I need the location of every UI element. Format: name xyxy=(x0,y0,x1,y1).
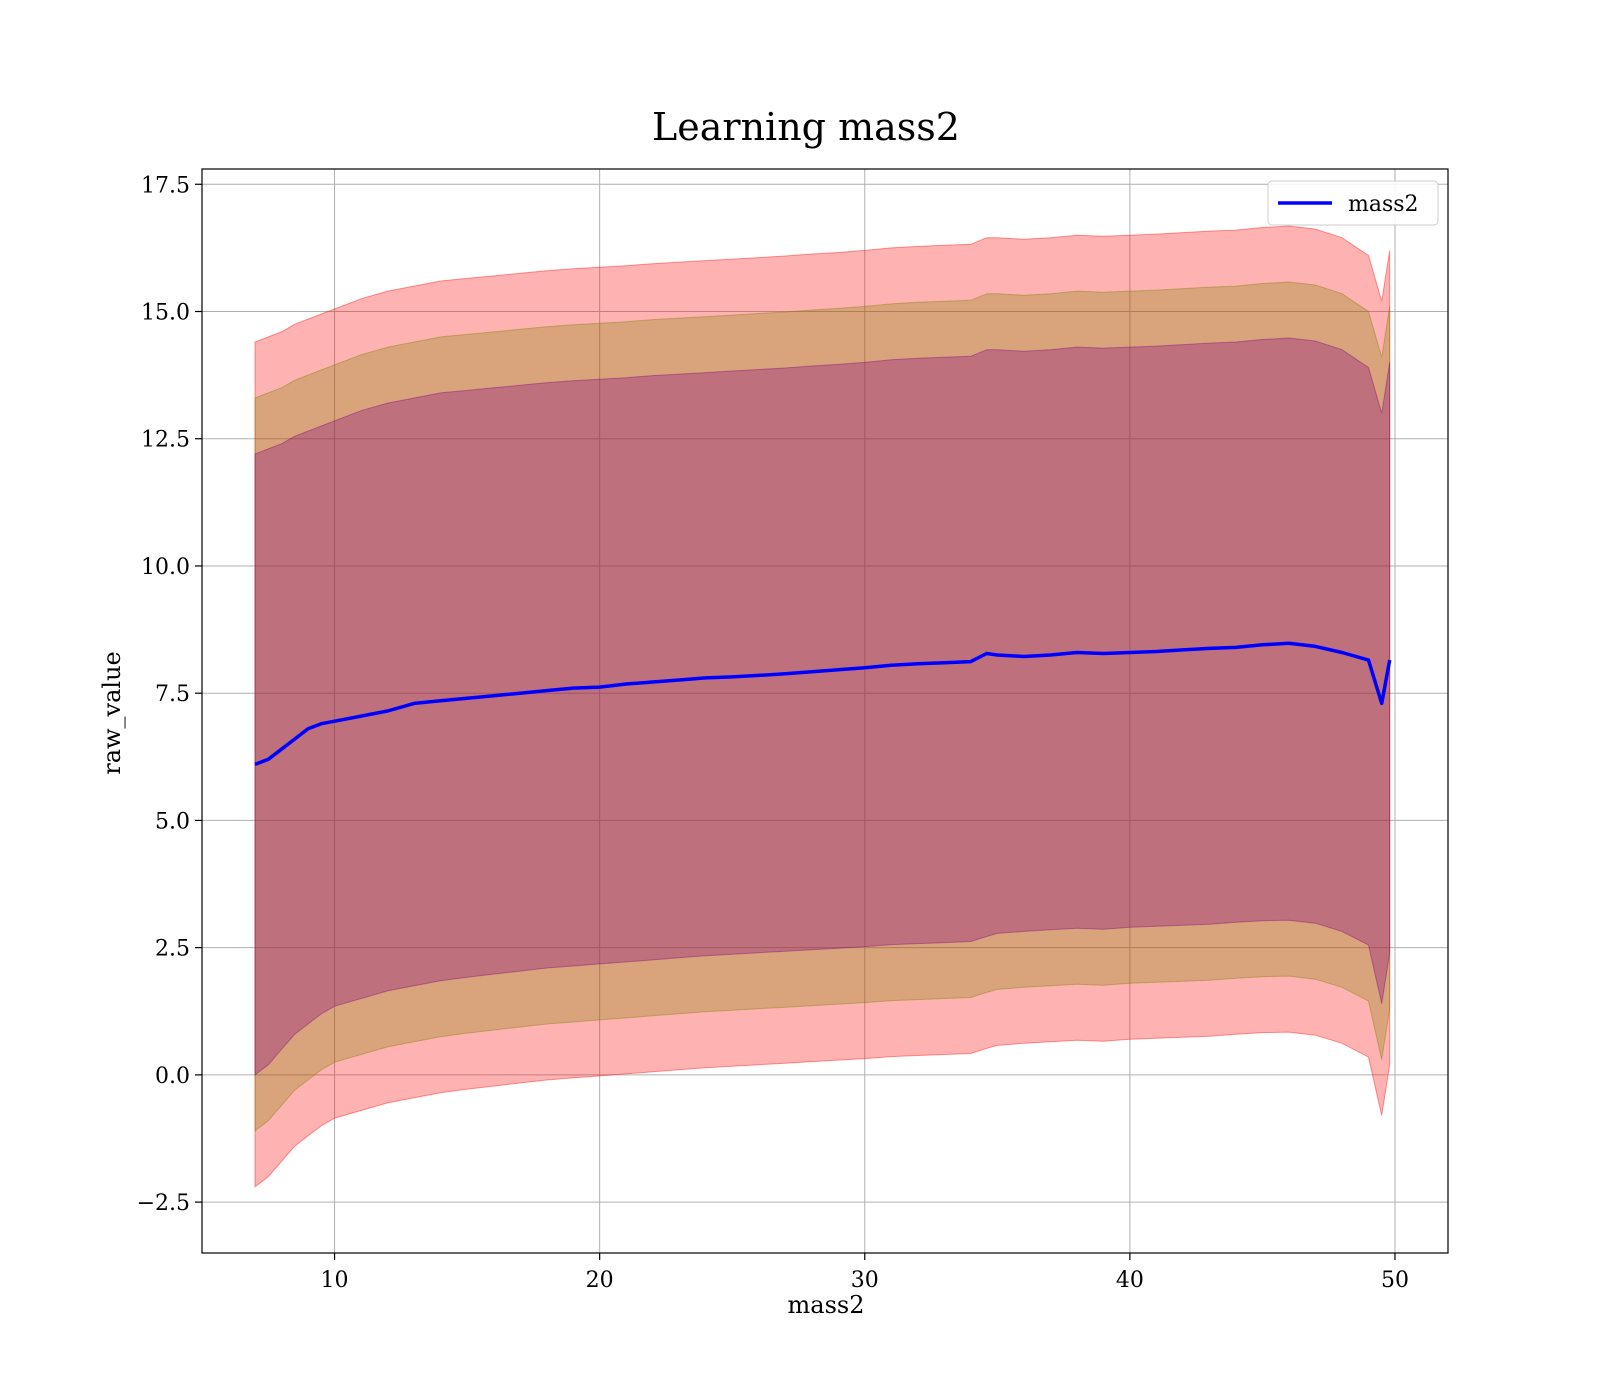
y-tick-label: 10.0 xyxy=(141,555,190,580)
x-tick-label: 30 xyxy=(851,1268,879,1293)
chart-title: Learning mass2 xyxy=(652,105,960,149)
grid xyxy=(202,169,1448,1253)
y-tick-label: 2.5 xyxy=(155,937,190,962)
series-lines xyxy=(254,641,1392,767)
y-axis-label: raw_value xyxy=(98,651,126,775)
x-tick-label: 10 xyxy=(321,1268,349,1293)
y-tick-label: 17.5 xyxy=(141,173,190,198)
y-tick-label: 15.0 xyxy=(141,300,190,325)
y-tick-label: 12.5 xyxy=(141,428,190,453)
band-2-sigma xyxy=(254,281,1391,1132)
legend-box xyxy=(1267,180,1439,226)
x-tick-label: 50 xyxy=(1381,1268,1409,1293)
x-tick-label: 40 xyxy=(1116,1268,1144,1293)
y-tick-label: 5.0 xyxy=(155,809,190,834)
x-tick-label: 20 xyxy=(586,1268,614,1293)
band-3-sigma xyxy=(254,225,1391,1188)
plot-frame xyxy=(201,168,1449,1254)
y-tick-label: 7.5 xyxy=(155,682,190,707)
y-tick-label: −2.5 xyxy=(137,1191,190,1216)
legend: mass2 xyxy=(1267,180,1439,226)
confidence-bands xyxy=(254,225,1391,1188)
x-axis-label: mass2 xyxy=(788,1291,865,1319)
series-line-mass2 xyxy=(254,641,1392,767)
y-axis-ticks: −2.5 0.0 2.5 5.0 7.5 10.0 12.5 15.0 17.5 xyxy=(137,173,202,1216)
band-1-sigma xyxy=(254,337,1391,1076)
y-tick-label: 0.0 xyxy=(155,1064,190,1089)
x-axis-ticks: 10 20 30 40 50 xyxy=(321,1253,1409,1293)
legend-entry-mass2: mass2 xyxy=(1348,192,1419,217)
